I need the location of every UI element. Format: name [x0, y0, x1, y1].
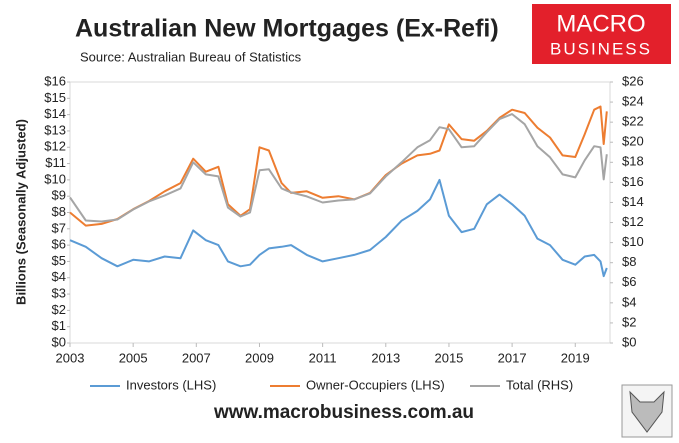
y-tick-label: $2	[52, 302, 66, 317]
wolf-icon	[621, 384, 673, 438]
y-tick-label: $15	[44, 90, 66, 105]
y2-tick-label: $16	[622, 174, 644, 189]
series-line	[69, 113, 608, 223]
series-line	[69, 178, 608, 278]
y-axis-label: Billions (Seasonally Adjusted)	[13, 119, 28, 305]
x-tick-label: 2011	[309, 350, 337, 365]
brand-line1: MACRO	[556, 10, 645, 37]
y-tick-label: $16	[44, 73, 66, 88]
y2-tick-label: $6	[622, 274, 636, 289]
y-tick-label: $0	[52, 334, 66, 349]
y-tick-label: $12	[44, 139, 66, 154]
y2-tick-label: $8	[622, 254, 636, 269]
y-tick-label: $7	[52, 220, 66, 235]
y2-tick-label: $10	[622, 234, 644, 249]
y-tick-label: $10	[44, 171, 66, 186]
chart-subtitle: Source: Australian Bureau of Statistics	[80, 49, 302, 64]
x-tick-label: 2007	[182, 350, 211, 365]
x-tick-label: 2003	[56, 350, 85, 365]
brand-line2: BUSINESS	[550, 39, 652, 58]
y-tick-label: $1	[52, 318, 66, 333]
chart-title: Australian New Mortgages (Ex-Refi)	[75, 15, 499, 43]
y2-tick-label: $0	[622, 334, 636, 349]
y-tick-label: $11	[45, 155, 66, 170]
x-tick-label: 2015	[434, 350, 463, 365]
y-tick-label: $3	[52, 286, 66, 301]
y-tick-label: $9	[52, 188, 66, 203]
y-tick-label: $13	[44, 122, 66, 137]
y2-tick-label: $26	[622, 73, 644, 88]
y-tick-label: $6	[52, 237, 66, 252]
y2-tick-label: $24	[622, 94, 644, 109]
brand-logo	[532, 4, 671, 64]
x-tick-label: 2017	[498, 350, 527, 365]
y-tick-label: $4	[52, 269, 66, 284]
plot-frame	[69, 81, 611, 344]
y2-tick-label: $18	[622, 154, 644, 169]
series-line	[69, 105, 608, 227]
y-tick-label: $8	[52, 204, 66, 219]
x-tick-label: 2019	[561, 350, 590, 365]
x-tick-label: 2009	[245, 350, 274, 365]
x-tick-label: 2013	[371, 350, 400, 365]
y2-tick-label: $22	[622, 114, 644, 129]
y2-tick-label: $2	[622, 314, 636, 329]
y2-tick-label: $14	[622, 194, 644, 209]
y-tick-label: $14	[44, 106, 66, 121]
legend-label: Investors (LHS)	[126, 377, 216, 392]
y2-tick-label: $20	[622, 134, 644, 149]
legend-label: Owner-Occupiers (LHS)	[306, 377, 445, 392]
x-tick-label: 2005	[119, 350, 148, 365]
footer-url: www.macrobusiness.com.au	[213, 402, 474, 423]
y-tick-label: $5	[52, 253, 66, 268]
legend-label: Total (RHS)	[506, 377, 573, 392]
y2-tick-label: $4	[622, 294, 636, 309]
y2-tick-label: $12	[622, 214, 644, 229]
